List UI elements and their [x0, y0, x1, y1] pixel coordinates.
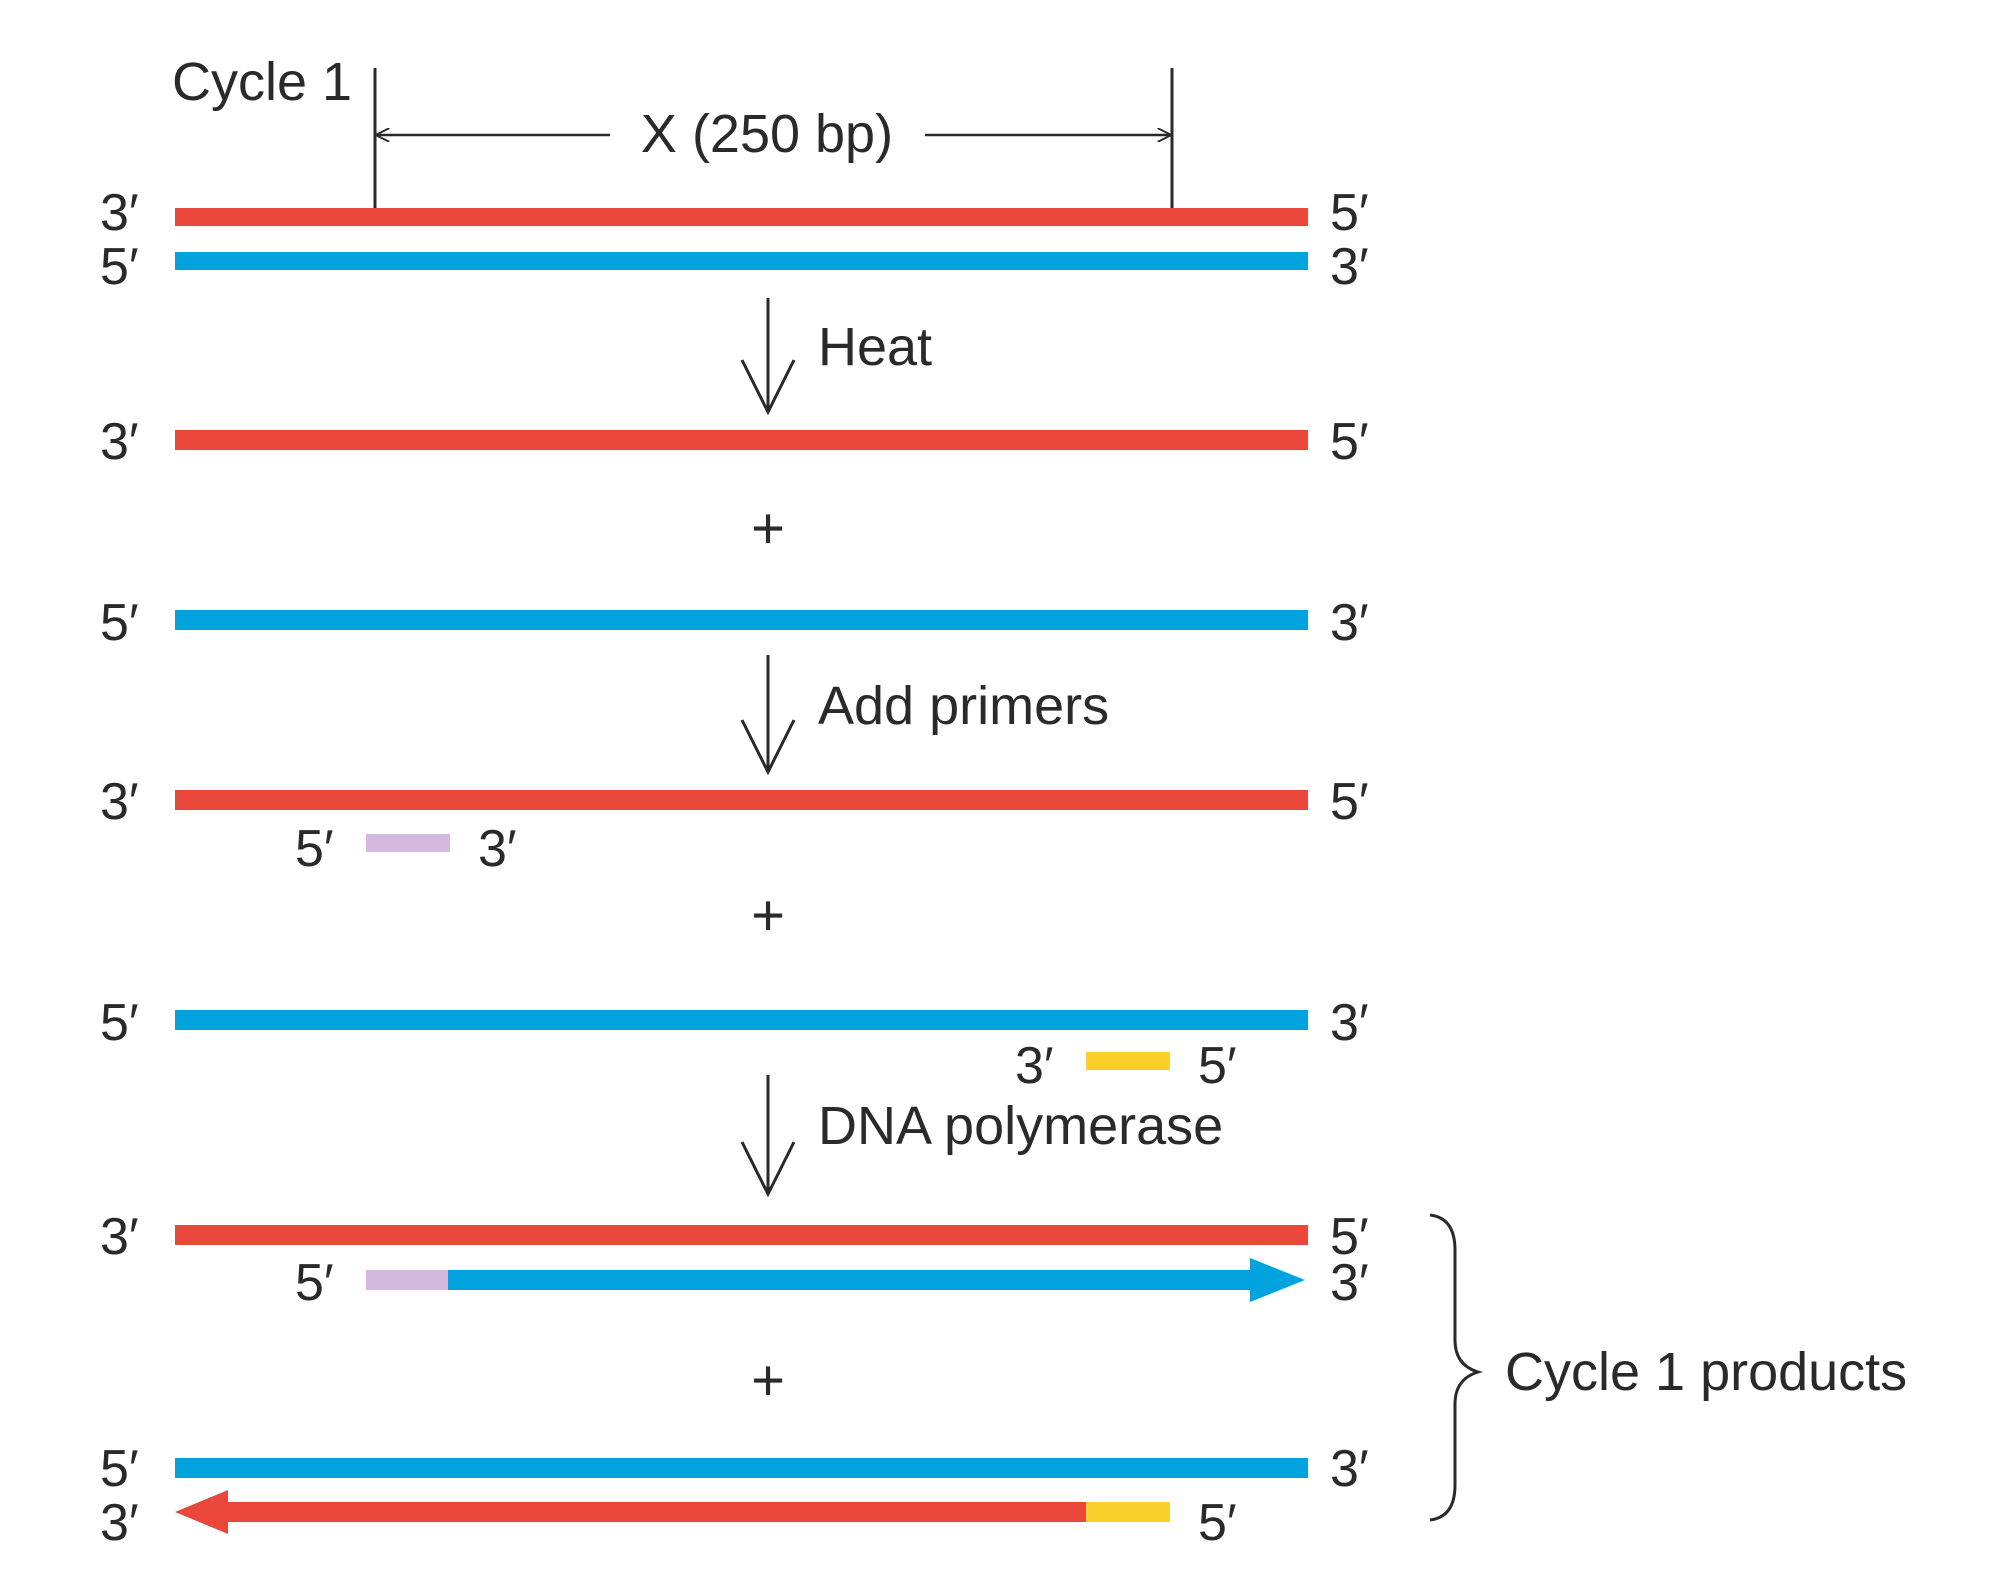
primer-end-label: 3′: [478, 820, 517, 878]
end-label: 3′: [100, 773, 139, 831]
end-label: 5′: [100, 994, 139, 1052]
down-arrow-head: [740, 359, 796, 416]
template-strand-blue: [175, 252, 1308, 270]
primer-end-label: 5′: [1198, 1037, 1237, 1095]
region-label: X (250 bp): [641, 104, 893, 164]
product1-new-strand-blue: [448, 1270, 1258, 1290]
down-arrow-head: [740, 1141, 796, 1198]
plus-sign: +: [751, 1348, 785, 1413]
cycle-title: Cycle 1: [172, 52, 352, 112]
step-heat: Heat: [818, 317, 932, 377]
product1-primer-purple: [366, 1270, 448, 1290]
products-label: Cycle 1 products: [1505, 1342, 1907, 1402]
product2-template-blue: [175, 1458, 1308, 1478]
end-label: 3′: [1330, 994, 1369, 1052]
single-strand-blue: [175, 610, 1308, 630]
step-dna-polymerase: DNA polymerase: [818, 1096, 1223, 1156]
primer-yellow: [1086, 1052, 1170, 1070]
product2-primer-yellow: [1086, 1502, 1170, 1522]
product1-template-red: [175, 1225, 1308, 1245]
product2-new-strand-red: [224, 1502, 1086, 1522]
end-label: 5′: [100, 238, 139, 296]
end-label: 3′: [1330, 1440, 1369, 1498]
end-label: 3′: [100, 1494, 139, 1552]
end-label: 5′: [100, 594, 139, 652]
primer-purple: [366, 834, 450, 852]
single-strand-blue: [175, 1010, 1308, 1030]
step-add-primers: Add primers: [818, 676, 1109, 736]
end-label: 3′: [1330, 594, 1369, 652]
plus-sign: +: [751, 496, 785, 561]
end-label: 3′: [100, 184, 139, 242]
primer-end-label: 5′: [295, 1254, 334, 1312]
single-strand-red: [175, 430, 1308, 450]
end-label: 3′: [1330, 238, 1369, 296]
end-label: 3′: [1330, 1254, 1369, 1312]
primer-end-label: 5′: [1198, 1494, 1237, 1552]
products-bracket: [1429, 1213, 1484, 1522]
end-label: 5′: [100, 1440, 139, 1498]
end-label: 5′: [1330, 1208, 1369, 1266]
template-strand-red: [175, 208, 1308, 226]
end-label: 5′: [1330, 773, 1369, 831]
end-label: 5′: [1330, 184, 1369, 242]
end-label: 3′: [100, 413, 139, 471]
down-arrow-head: [740, 719, 796, 776]
extension-arrowhead-icon: [1250, 1258, 1305, 1302]
single-strand-red: [175, 790, 1308, 810]
end-label: 3′: [100, 1208, 139, 1266]
plus-sign: +: [751, 883, 785, 948]
end-label: 5′: [1330, 413, 1369, 471]
primer-end-label: 5′: [295, 820, 334, 878]
extension-arrowhead-icon: [175, 1490, 228, 1534]
primer-end-label: 3′: [1015, 1037, 1054, 1095]
